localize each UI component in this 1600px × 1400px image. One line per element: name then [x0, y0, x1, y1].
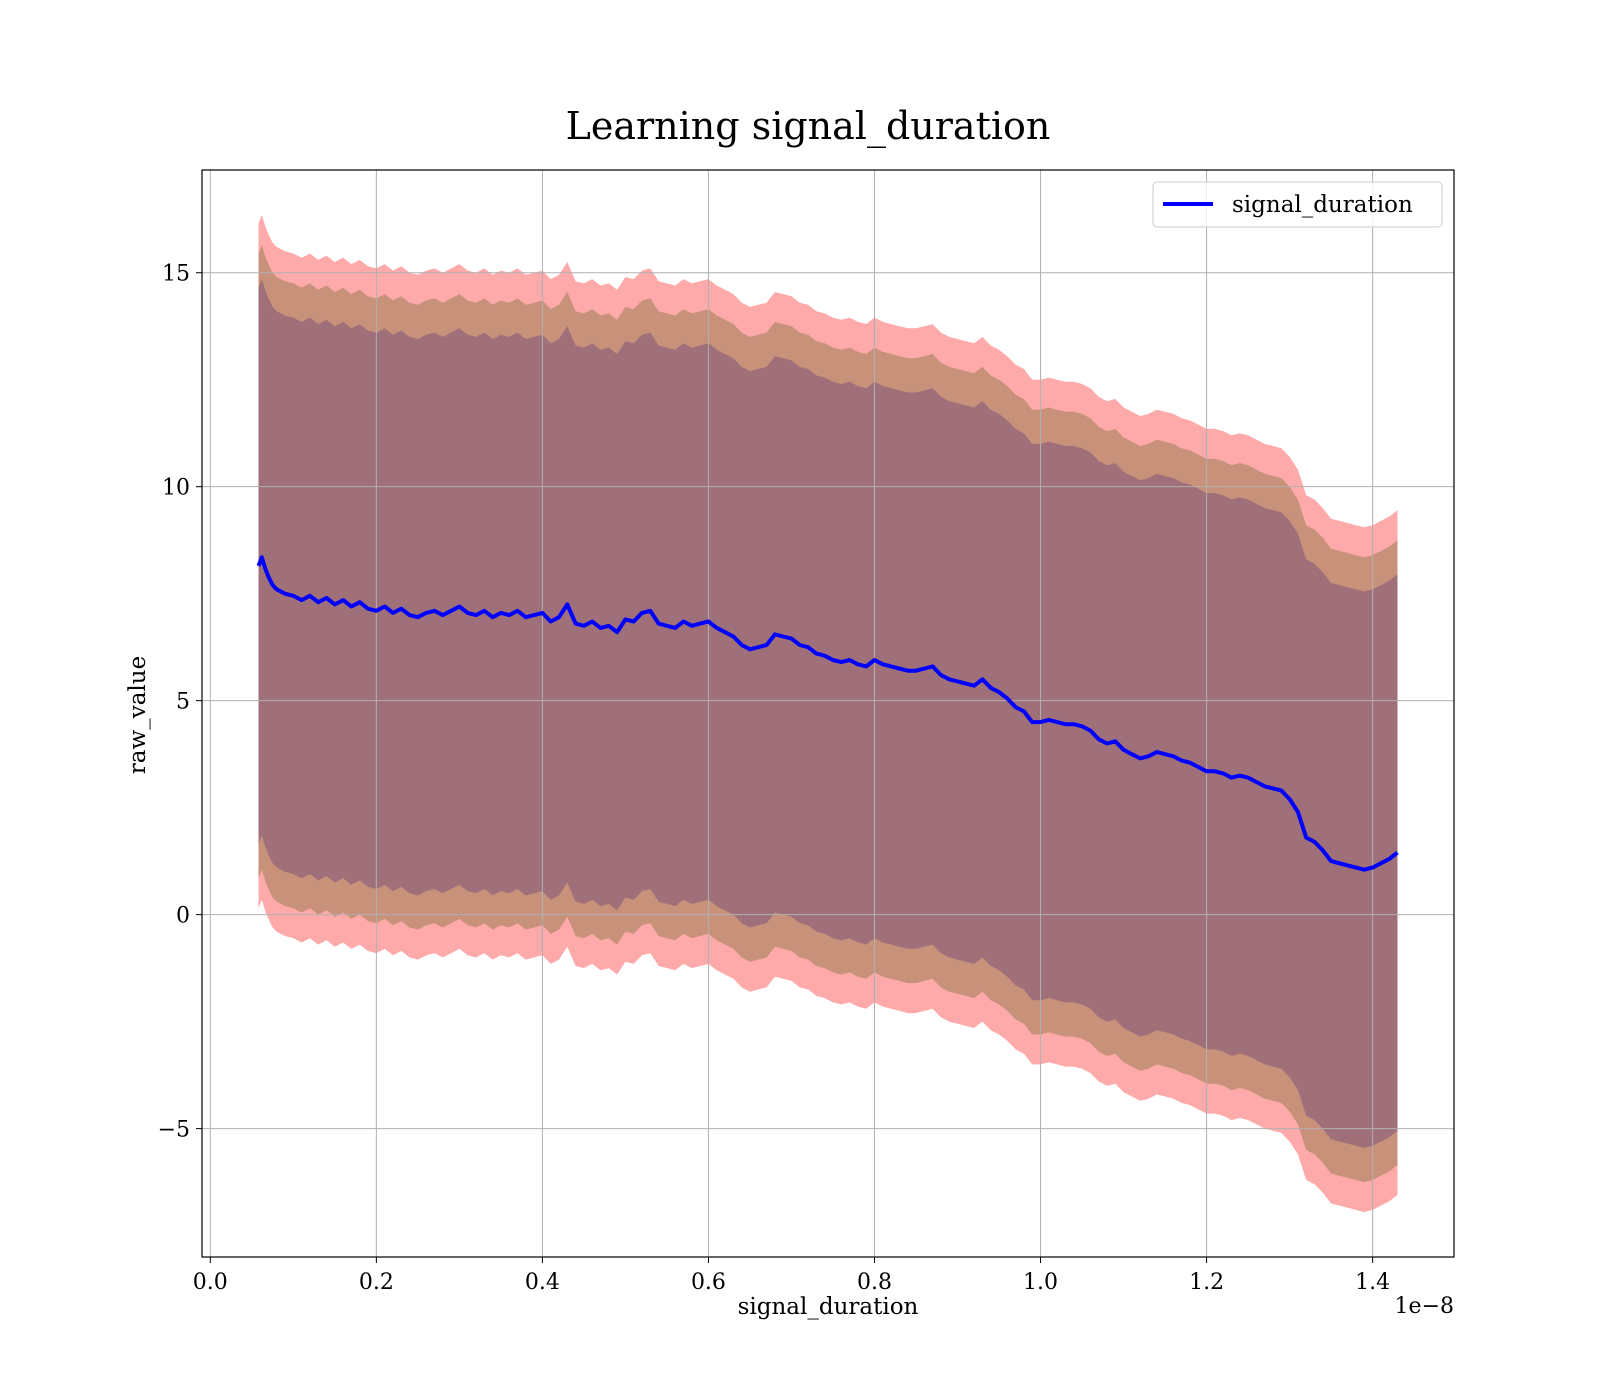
band-inner: [258, 279, 1398, 1148]
x-tick-label: 0.4: [525, 1270, 560, 1295]
x-axis-ticks: 0.0 0.2 0.4 0.6 0.8 1.0 1.2 1.4: [193, 1257, 1390, 1295]
legend-entry-signal-duration: signal_duration: [1232, 192, 1413, 218]
x-tick-label: 1.4: [1355, 1270, 1390, 1295]
chart-title: Learning signal_duration: [566, 104, 1051, 149]
legend: signal_duration: [1152, 181, 1443, 228]
x-axis-label: signal_duration: [738, 1294, 919, 1320]
x-tick-label: 0.6: [691, 1270, 726, 1295]
grid: [202, 170, 1454, 1257]
x-tick-label: 1.0: [1023, 1270, 1058, 1295]
series-line-layer: [256, 555, 1399, 872]
x-axis-offset-label: 1e−8: [1395, 1294, 1454, 1319]
y-tick-label: 5: [176, 690, 190, 715]
series-line-signal-duration: [256, 555, 1399, 872]
y-axis-label: raw_value: [125, 656, 151, 774]
confidence-bands: [258, 214, 1398, 1213]
y-tick-label: 15: [162, 262, 190, 287]
y-tick-label: 10: [162, 476, 190, 501]
x-tick-label: 0.2: [359, 1270, 394, 1295]
y-tick-label: −5: [158, 1118, 190, 1143]
x-tick-label: 0.8: [857, 1270, 892, 1295]
x-tick-label: 1.2: [1189, 1270, 1224, 1295]
x-tick-label: 0.0: [193, 1270, 228, 1295]
plot-frame: [201, 169, 1455, 1258]
legend-box: [1152, 181, 1443, 228]
y-axis-ticks: −5 0 5 10 15: [158, 262, 202, 1143]
y-tick-label: 0: [176, 904, 190, 929]
